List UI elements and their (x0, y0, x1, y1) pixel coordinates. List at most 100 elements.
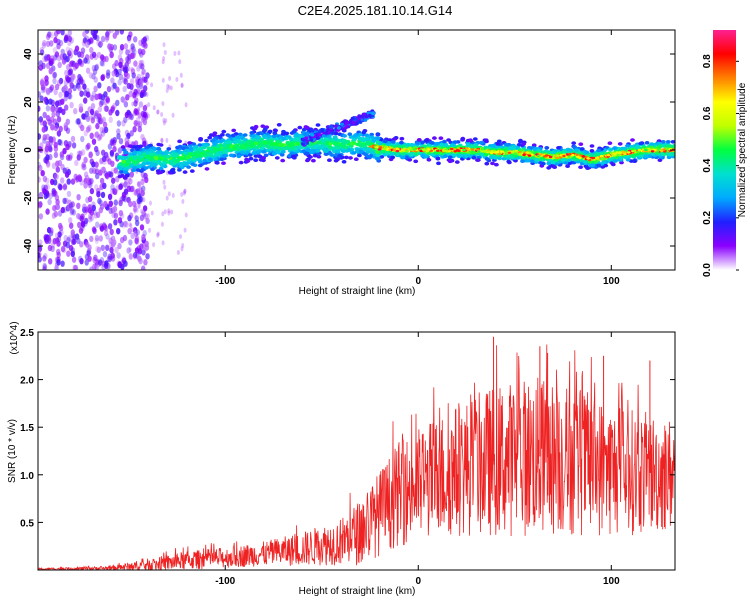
heatmap-cell (429, 141, 435, 145)
heatmap-cell (74, 233, 80, 240)
heatmap-cell (89, 167, 94, 174)
heatmap-cell (122, 85, 127, 93)
heatmap-cell (88, 178, 93, 186)
heatmap-cell (127, 215, 132, 222)
heatmap-cell (581, 155, 586, 158)
heatmap-cell (213, 157, 219, 161)
heatmap-cell (71, 209, 77, 216)
heatmap-cell (42, 111, 47, 119)
heatmap-cell (102, 158, 107, 165)
heatmap-cell (117, 242, 122, 250)
heatmap-cell (70, 229, 76, 236)
heatmap-cell (513, 152, 518, 155)
heatmap-cell (177, 139, 183, 144)
heatmap-cell (315, 123, 321, 127)
heatmap-cell (45, 87, 51, 95)
snr-x-axis-label: Height of straight line (km) (299, 586, 416, 597)
heatmap-cell (41, 42, 47, 49)
heatmap-cell (163, 50, 167, 55)
heatmap-cell (85, 41, 90, 48)
heatmap-cell (127, 115, 131, 121)
colorbar-tick-label: 0.8 (702, 54, 713, 68)
heatmap-cell (281, 129, 286, 134)
heatmap-cell (315, 136, 320, 140)
heatmap-cell (550, 150, 556, 154)
heatmap-cell (207, 157, 213, 162)
y-tick-label: -40 (23, 238, 34, 253)
heatmap-cell (93, 76, 98, 83)
heatmap-cell (102, 182, 107, 189)
heatmap-cell (52, 72, 57, 79)
heatmap-cell (149, 149, 155, 154)
heatmap-cell (436, 161, 441, 166)
heatmap-cell (124, 136, 129, 144)
heatmap-cell (625, 144, 630, 148)
heatmap-cell (137, 48, 143, 55)
heatmap-cell (91, 204, 97, 212)
heatmap-cell (262, 127, 268, 131)
heatmap-cell (62, 197, 67, 205)
heatmap-cell (97, 113, 102, 120)
heatmap-cell (103, 225, 109, 232)
heatmap-cell (607, 141, 613, 145)
heatmap-cell (191, 156, 197, 160)
heatmap-cell (447, 150, 452, 153)
heatmap-cell (125, 49, 130, 56)
heatmap-cell (141, 176, 145, 182)
heatmap-cell (128, 91, 133, 98)
heatmap-cell (55, 110, 61, 118)
heatmap-cell (149, 156, 155, 161)
heatmap-cell (312, 153, 318, 158)
heatmap-cell (72, 238, 77, 245)
heatmap-cell (111, 70, 116, 77)
heatmap-cell (110, 77, 115, 84)
heatmap-cell (470, 148, 475, 151)
heatmap-cell (137, 255, 142, 262)
heatmap-cell (328, 152, 333, 156)
heatmap-cell (76, 118, 81, 125)
heatmap-cell (137, 107, 141, 113)
heatmap-cell (42, 86, 47, 93)
heatmap-cell (197, 143, 203, 147)
snr-y-multiplier: (x10^4) (9, 321, 20, 354)
heatmap-cell (183, 162, 189, 167)
heatmap-cell (96, 134, 102, 142)
y-tick-label: 0.5 (20, 518, 34, 529)
heatmap-cell (650, 150, 655, 153)
heatmap-cell (94, 131, 99, 139)
snr-y-axis-label: SNR (10 * v/v) (7, 419, 18, 483)
heatmap-cell (336, 145, 341, 150)
heatmap-cell (115, 99, 120, 107)
heatmap-cell (634, 145, 640, 150)
heatmap-cell (130, 232, 135, 240)
heatmap-cell (160, 221, 164, 227)
heatmap-cell (220, 133, 225, 137)
heatmap-cell (144, 145, 150, 150)
heatmap-cell (633, 149, 637, 152)
heatmap-cell (83, 217, 89, 225)
heatmap-cell (143, 248, 147, 253)
heatmap-cell (410, 151, 415, 156)
heatmap-cell (89, 46, 94, 54)
heatmap-cell (271, 134, 277, 138)
heatmap-cell (130, 52, 135, 60)
heatmap-cell (578, 165, 583, 169)
heatmap-cell (327, 142, 333, 146)
heatmap-cell (68, 52, 73, 59)
heatmap-cell (127, 227, 132, 235)
heatmap-cell (153, 162, 158, 167)
heatmap-cell (118, 210, 124, 217)
heatmap-cell (60, 48, 65, 56)
heatmap-cell (109, 254, 114, 261)
heatmap-cell (70, 250, 76, 257)
heatmap-cell (184, 148, 189, 153)
heatmap-cell (237, 136, 243, 140)
heatmap-cell (116, 165, 122, 170)
heatmap-cell (106, 85, 112, 93)
heatmap-cell (121, 159, 126, 164)
heatmap-cell (61, 108, 66, 116)
heatmap-cell (182, 170, 188, 174)
heatmap-cell (271, 151, 277, 156)
heatmap-cell (49, 116, 55, 123)
heatmap-cell (63, 104, 69, 111)
